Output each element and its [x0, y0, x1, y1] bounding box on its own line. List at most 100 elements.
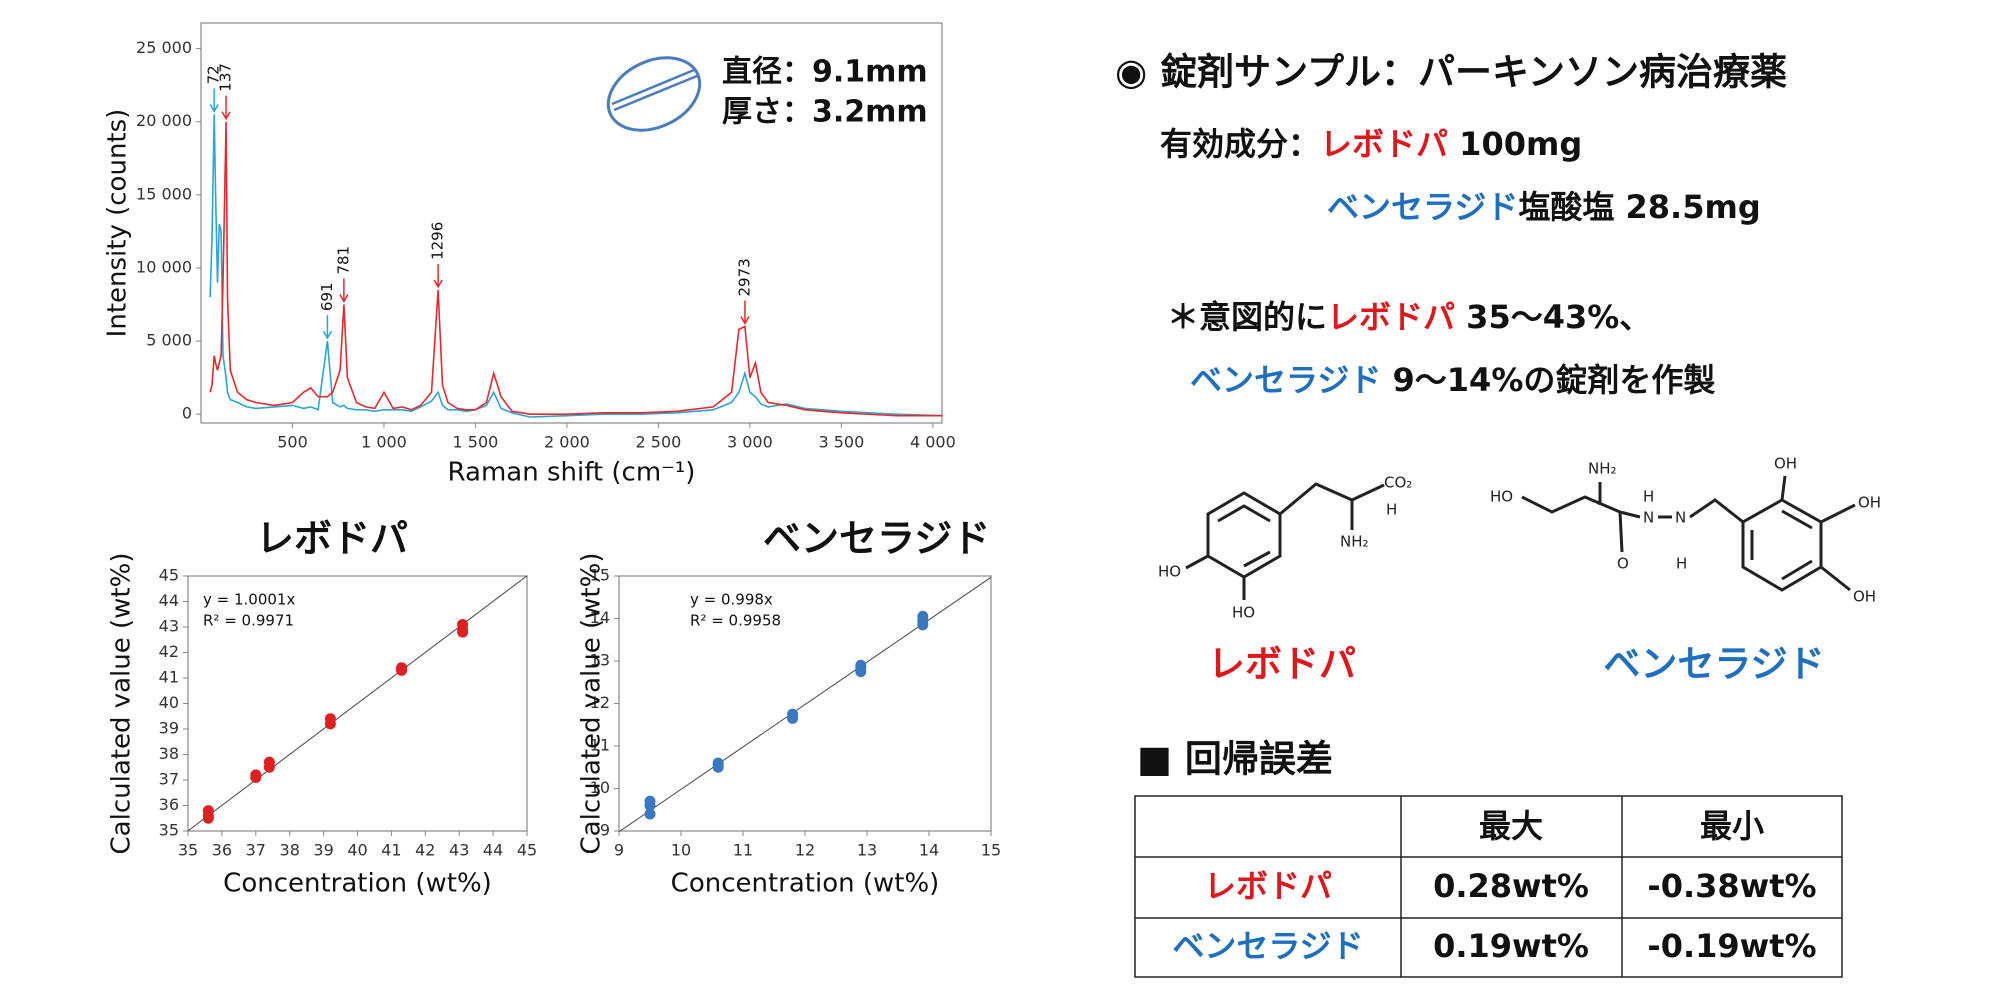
y-tick-label: 10 — [590, 778, 610, 797]
text: 有効成分： — [1160, 125, 1320, 163]
peak-arrowhead — [339, 294, 349, 304]
peak-arrowhead — [433, 279, 443, 289]
chart-title: ベンセラジド — [763, 517, 990, 561]
row-label: レボドパ — [1204, 867, 1332, 905]
bond — [1781, 509, 1813, 530]
text: 9〜14%の錠剤を作製 — [1381, 361, 1715, 399]
y-tick-label: 11 — [590, 736, 610, 755]
equation: y = 1.0001x — [203, 591, 295, 609]
bond — [1689, 498, 1744, 524]
heading: ◉ 錠剤サンプル：パーキンソン病治療薬 — [1115, 51, 1787, 94]
tablet-score — [613, 74, 698, 112]
y-tick-label: 38 — [159, 744, 179, 763]
info-line: ベンセラジド塩酸塩 28.5mg — [1327, 188, 1761, 226]
x-tick-label: 40 — [347, 841, 367, 860]
atom-label: NH₂ — [1588, 460, 1617, 478]
x-tick-label: 39 — [313, 841, 333, 860]
info-line: ベンセラジド 9〜14%の錠剤を作製 — [1190, 361, 1715, 399]
y-tick-label: 12 — [590, 693, 610, 712]
atom-label: N — [1675, 509, 1686, 527]
table-cell: 0.19wt% — [1433, 927, 1589, 965]
table-header: 最大 — [1479, 807, 1543, 845]
point — [250, 769, 262, 781]
annotation: 直径：9.1mm — [722, 55, 928, 90]
point — [855, 659, 867, 671]
peak-label: 781 — [334, 246, 352, 275]
y-tick-label: 40 — [159, 693, 179, 712]
spectrum-line — [209, 114, 943, 418]
bond — [1781, 559, 1813, 581]
text: 100mg — [1448, 125, 1582, 163]
peak-arrowhead — [209, 104, 219, 113]
y-axis-title: Calculated value (wt%) — [577, 553, 607, 855]
x-tick-label: 36 — [212, 841, 232, 860]
point — [917, 610, 929, 622]
x-tick-label: 42 — [415, 841, 435, 860]
text: レボドパ — [1327, 298, 1455, 336]
atom-label: NH₂ — [1340, 533, 1369, 551]
atom-label: OH — [1853, 588, 1876, 606]
tablet-score — [611, 68, 695, 106]
atom-label: OH — [1774, 455, 1797, 473]
bond — [1741, 498, 1823, 592]
y-tick-label: 25 000 — [136, 38, 192, 57]
atom-label: H — [1643, 488, 1654, 506]
x-tick-label: 500 — [277, 433, 308, 452]
text: ＊意図的に — [1167, 298, 1327, 336]
x-tick-label: 1 000 — [361, 433, 407, 452]
peak-arrowhead — [740, 316, 750, 325]
bond — [1243, 550, 1271, 568]
text: レボドパ — [1320, 125, 1448, 163]
y-tick-label: 35 — [159, 821, 179, 840]
point — [787, 708, 799, 720]
bond — [1820, 503, 1856, 524]
atom-label: HO — [1490, 488, 1513, 506]
peak-arrowhead — [221, 111, 231, 121]
structure-name: レボドパ — [1208, 643, 1356, 686]
text: ベンセラジド — [1327, 188, 1518, 226]
atom-label: H — [1386, 501, 1397, 519]
x-tick-label: 12 — [795, 841, 815, 860]
text: 塩酸塩 28.5mg — [1518, 188, 1760, 226]
atom-label: N — [1643, 509, 1654, 527]
point — [202, 810, 214, 822]
point — [396, 662, 408, 674]
x-tick-label: 13 — [857, 841, 877, 860]
bond — [1217, 504, 1271, 523]
y-axis-title: Intensity (counts) — [103, 109, 133, 338]
y-tick-label: 36 — [159, 795, 179, 814]
trendline — [618, 576, 992, 833]
x-tick-label: 3 000 — [727, 433, 773, 452]
point — [644, 795, 656, 807]
x-tick-label: 15 — [981, 841, 1001, 860]
r-squared: R² = 0.9958 — [690, 612, 781, 630]
x-tick-label: 2 000 — [544, 433, 590, 452]
atom-label: OH — [1858, 494, 1881, 512]
y-tick-label: 5 000 — [146, 331, 192, 350]
bond — [1820, 565, 1851, 592]
y-tick-label: 20 000 — [136, 111, 192, 130]
table-header: 最小 — [1700, 807, 1764, 845]
table-title: ■ 回帰誤差 — [1137, 738, 1333, 781]
info-line: ＊意図的にレボドパ 35〜43%、 — [1167, 298, 1651, 336]
x-tick-label: 43 — [449, 841, 469, 860]
y-axis-title: Calculated value (wt%) — [107, 553, 137, 855]
bond — [1618, 511, 1624, 553]
table-cell: -0.19wt% — [1647, 927, 1816, 965]
x-tick-label: 35 — [178, 841, 198, 860]
point — [644, 808, 656, 820]
x-axis-title: Concentration (wt%) — [223, 869, 492, 899]
bond — [1521, 495, 1621, 514]
r-squared: R² = 0.9971 — [203, 612, 294, 630]
x-axis-title: Raman shift (cm⁻¹) — [448, 458, 696, 488]
chart-title: レボドパ — [256, 517, 408, 561]
benserazide-structure: NH₂ HO H N N O H OH OH OH ベンセラジド — [1490, 455, 1881, 686]
x-tick-label: 4 000 — [910, 433, 956, 452]
peak-label: 691 — [318, 282, 336, 311]
y-tick-label: 9 — [600, 821, 610, 840]
y-tick-label: 15 000 — [136, 184, 192, 203]
x-tick-label: 41 — [381, 841, 401, 860]
y-tick-label: 41 — [159, 668, 179, 687]
x-tick-label: 3 500 — [818, 433, 864, 452]
